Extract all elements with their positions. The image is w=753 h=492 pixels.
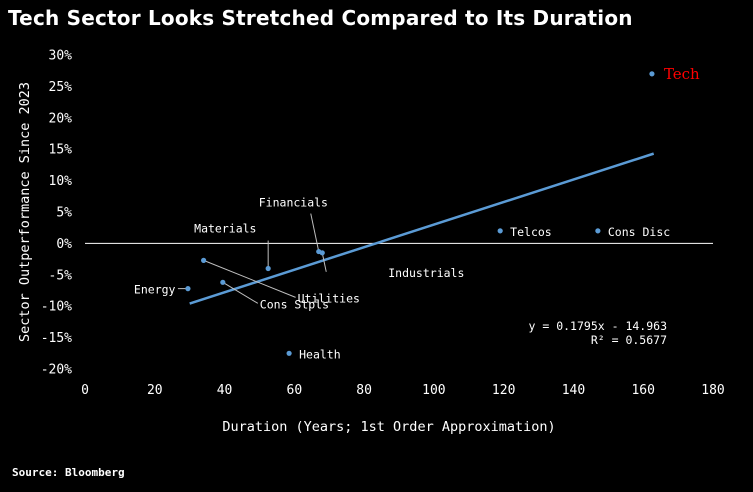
point-label-materials: Materials <box>194 222 256 236</box>
x-tick-label: 60 <box>287 383 303 398</box>
y-tick-label: 0% <box>56 237 72 252</box>
point-label-cons-disc: Cons Disc <box>608 225 670 239</box>
x-tick-label: 80 <box>356 383 372 398</box>
leader-line-utilities <box>203 259 296 298</box>
x-tick-label: 160 <box>631 383 654 398</box>
y-tick-label: 25% <box>49 80 73 95</box>
y-tick-label: 5% <box>56 206 72 221</box>
data-point-cons-disc <box>595 228 601 234</box>
data-point-materials <box>265 265 271 272</box>
data-points <box>185 71 655 356</box>
data-point-cons-stpls <box>220 279 226 285</box>
point-label-health: Health <box>299 347 341 361</box>
leader-line-cons-stpls <box>222 281 259 304</box>
y-tick-label: 15% <box>49 143 73 158</box>
y-tick-label: -20% <box>41 363 72 378</box>
y-axis-label: Sector Outperformance Since 2023 <box>17 82 33 342</box>
point-labels: Tech Cons Disc Telcos Industrials Financials… <box>134 65 700 361</box>
x-tick-label: 40 <box>217 383 233 398</box>
x-tick-label: 0 <box>81 383 89 398</box>
source-note: Source: Bloomberg <box>12 466 125 479</box>
label-leader-lines <box>177 213 327 304</box>
point-label-industrials: Industrials <box>388 266 464 280</box>
y-tick-label: -5% <box>49 268 73 283</box>
point-label-utilities: Utilities <box>298 291 360 305</box>
data-point-tech <box>649 71 655 77</box>
point-label-energy: Energy <box>134 283 176 297</box>
x-tick-label: 180 <box>701 383 724 398</box>
data-point-telcos <box>497 228 503 234</box>
leader-line-industrials <box>321 252 327 272</box>
y-tick-label: 20% <box>49 111 73 126</box>
point-label-telcos: Telcos <box>510 225 552 239</box>
x-tick-label: 100 <box>422 383 445 398</box>
y-tick-label: -10% <box>41 300 72 315</box>
x-tick-label: 20 <box>147 383 163 398</box>
y-tick-label: 10% <box>49 174 73 189</box>
chart-title: Tech Sector Looks Stretched Compared to … <box>8 6 633 30</box>
data-point-energy <box>185 286 191 292</box>
y-tick-label: -15% <box>41 331 72 346</box>
trendline-r-squared: R² = 0.5677 <box>591 333 667 347</box>
x-axis-label: Duration (Years; 1st Order Approximation… <box>222 419 555 435</box>
data-point-health <box>286 350 292 356</box>
y-axis-ticks: -20% -15% -10% -5% 0% 5% 10% 15% 20% 25% 30% <box>41 49 72 378</box>
point-label-financials: Financials <box>259 196 328 210</box>
point-label-cons-stpls: Cons Stpls <box>260 297 329 311</box>
x-axis-ticks: 0 20 40 60 80 100 120 140 160 180 <box>81 383 725 398</box>
trendline-equation: y = 0.1795x - 14.963 <box>529 319 668 333</box>
point-label-tech: Tech <box>664 65 700 83</box>
trend-line <box>189 152 655 305</box>
x-tick-label: 120 <box>492 383 515 398</box>
y-tick-label: 30% <box>49 49 73 64</box>
data-point-utilities <box>201 257 207 263</box>
data-point-financials <box>316 248 322 255</box>
leader-line-financials <box>310 213 320 252</box>
x-tick-label: 140 <box>562 383 585 398</box>
